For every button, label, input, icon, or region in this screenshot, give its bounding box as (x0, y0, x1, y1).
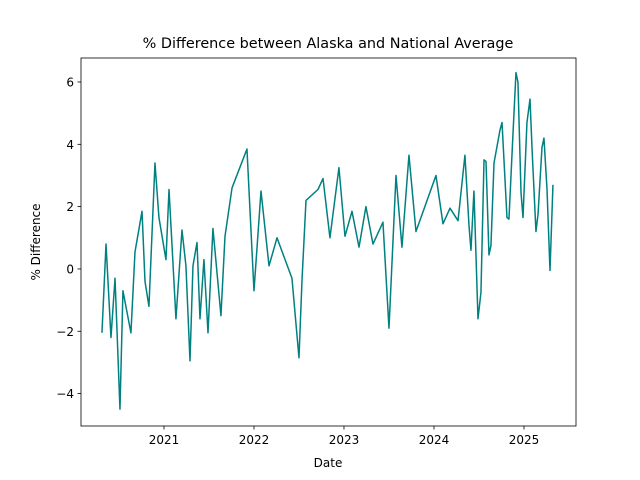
y-tick-label: −4 (56, 387, 74, 401)
x-tick-label: 2024 (419, 433, 450, 447)
y-tick-label: −2 (56, 325, 74, 339)
y-tick-label: 2 (66, 200, 74, 214)
x-tick-label: 2021 (149, 433, 180, 447)
y-tick-label: 4 (66, 138, 74, 152)
x-tick-label: 2023 (329, 433, 360, 447)
chart-title: % Difference between Alaska and National… (143, 36, 514, 52)
x-tick-label: 2022 (239, 433, 270, 447)
data-line (101, 71, 554, 410)
x-axis-label: Date (314, 456, 343, 470)
x-tick-label: 2025 (509, 433, 540, 447)
y-axis-label: % Difference (29, 203, 43, 280)
plot-frame (80, 57, 577, 427)
y-tick-label: 0 (66, 262, 74, 276)
y-tick-label: 6 (66, 75, 74, 89)
